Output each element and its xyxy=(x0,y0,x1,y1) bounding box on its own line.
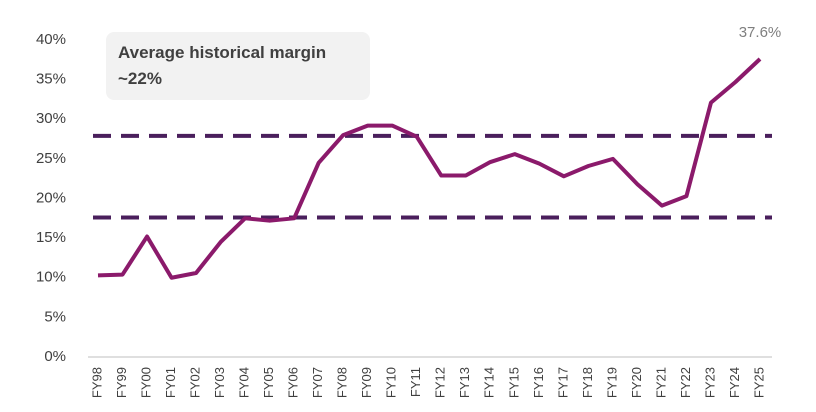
x-tick-label: FY10 xyxy=(384,367,399,398)
y-tick-label: 30% xyxy=(36,110,66,127)
x-tick-label: FY17 xyxy=(555,367,570,398)
x-tick-label: FY06 xyxy=(286,367,301,398)
x-tick-label: FY01 xyxy=(163,367,178,398)
y-tick-label: 10% xyxy=(36,269,66,286)
x-tick-label: FY98 xyxy=(89,367,104,398)
x-tick-label: FY18 xyxy=(580,367,595,398)
y-tick-label: 20% xyxy=(36,189,66,206)
x-tick-label: FY08 xyxy=(335,367,350,398)
x-tick-label: FY12 xyxy=(433,367,448,398)
x-tick-label: FY03 xyxy=(212,367,227,398)
y-tick-label: 25% xyxy=(36,150,66,167)
x-tick-label: FY13 xyxy=(457,367,472,398)
x-tick-label: FY23 xyxy=(702,367,717,398)
x-tick-label: FY21 xyxy=(653,367,668,398)
x-tick-label: FY14 xyxy=(482,367,497,398)
x-tick-label: FY09 xyxy=(359,367,374,398)
x-tick-label: FY20 xyxy=(629,367,644,398)
annotation: Average historical margin ~22% xyxy=(106,32,370,100)
x-tick-label: FY04 xyxy=(237,367,252,398)
x-tick-label: FY15 xyxy=(506,367,521,398)
y-tick-label: 15% xyxy=(36,229,66,246)
x-tick-label: FY11 xyxy=(408,367,423,397)
value-label: 37.6% xyxy=(739,24,782,41)
y-tick-label: 35% xyxy=(36,71,66,88)
x-tick-label: FY19 xyxy=(604,367,619,398)
x-tick-label: FY16 xyxy=(531,367,546,398)
x-tick-label: FY22 xyxy=(678,367,693,398)
y-tick-label: 40% xyxy=(36,31,66,48)
x-tick-label: FY07 xyxy=(310,367,325,398)
x-tick-label: FY00 xyxy=(138,367,153,398)
x-tick-label: FY99 xyxy=(114,367,129,398)
y-tick-label: 0% xyxy=(44,348,66,365)
y-tick-label: 5% xyxy=(44,308,66,325)
x-tick-label: FY24 xyxy=(727,367,742,398)
x-tick-label: FY25 xyxy=(751,367,766,398)
x-tick-label: FY02 xyxy=(188,367,203,398)
x-tick-label: FY05 xyxy=(261,367,276,398)
line xyxy=(97,57,762,280)
